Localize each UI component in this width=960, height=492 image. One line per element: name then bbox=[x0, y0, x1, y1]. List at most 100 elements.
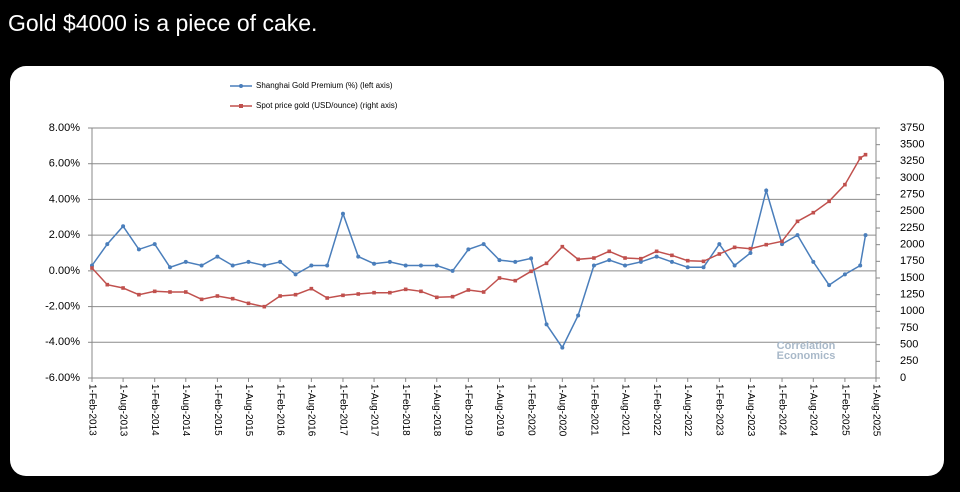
point bbox=[325, 263, 330, 268]
point bbox=[90, 266, 94, 270]
x-tick-label: 1-Aug-2025 bbox=[870, 384, 881, 437]
x-tick-label: 1-Feb-2014 bbox=[149, 384, 160, 436]
point bbox=[529, 256, 534, 261]
point bbox=[748, 246, 753, 251]
y2-tick-label: 0 bbox=[900, 372, 906, 384]
point bbox=[167, 265, 172, 270]
point bbox=[340, 211, 345, 216]
point bbox=[732, 245, 737, 250]
point bbox=[121, 224, 126, 229]
x-tick-label: 1-Aug-2013 bbox=[117, 384, 128, 437]
point bbox=[858, 156, 862, 160]
x-tick-label: 1-Aug-2022 bbox=[682, 384, 693, 437]
point bbox=[732, 263, 737, 268]
y-tick-label: 4.00% bbox=[49, 193, 80, 205]
point bbox=[246, 259, 251, 264]
x-tick-label: 1-Aug-2017 bbox=[368, 384, 379, 437]
point bbox=[701, 259, 706, 264]
x-tick-label: 1-Aug-2024 bbox=[808, 384, 819, 437]
point bbox=[262, 304, 267, 309]
x-tick-label: 1-Feb-2015 bbox=[212, 384, 223, 436]
y2-tick-label: 750 bbox=[900, 322, 918, 334]
point bbox=[858, 263, 863, 268]
point bbox=[639, 256, 643, 261]
point bbox=[325, 296, 329, 300]
point bbox=[403, 287, 408, 292]
point bbox=[513, 259, 518, 264]
point bbox=[764, 242, 769, 247]
y2-tick-label: 250 bbox=[900, 355, 918, 367]
y2-tick-label: 3000 bbox=[900, 172, 924, 184]
point bbox=[481, 290, 486, 294]
watermark: Correlation bbox=[777, 340, 836, 352]
point bbox=[246, 301, 251, 306]
point bbox=[136, 247, 141, 252]
post-text: Gold $4000 is a piece of cake. bbox=[8, 10, 317, 36]
point bbox=[623, 256, 627, 260]
y2-tick-label: 3500 bbox=[900, 139, 924, 151]
point bbox=[293, 272, 298, 277]
point bbox=[450, 268, 455, 273]
point bbox=[466, 247, 471, 252]
point bbox=[638, 259, 643, 264]
point bbox=[183, 259, 188, 264]
point bbox=[278, 259, 283, 264]
point bbox=[105, 242, 110, 247]
point bbox=[544, 322, 549, 327]
point bbox=[434, 263, 439, 268]
point bbox=[544, 261, 549, 266]
y-tick-label: 8.00% bbox=[49, 122, 80, 134]
point bbox=[576, 313, 581, 318]
point bbox=[199, 263, 204, 268]
point bbox=[795, 219, 800, 224]
y2-tick-label: 500 bbox=[900, 339, 918, 351]
y2-tick-label: 1250 bbox=[900, 289, 924, 301]
point bbox=[152, 242, 157, 247]
point bbox=[795, 233, 800, 238]
x-tick-label: 1-Aug-2018 bbox=[431, 384, 442, 437]
x-tick-label: 1-Aug-2016 bbox=[306, 384, 317, 437]
point bbox=[152, 289, 157, 294]
point bbox=[215, 294, 220, 298]
point bbox=[215, 254, 220, 259]
point bbox=[293, 292, 298, 297]
point bbox=[388, 290, 392, 295]
point bbox=[372, 290, 376, 295]
x-tick-label: 1-Aug-2021 bbox=[619, 384, 630, 437]
x-tick-label: 1-Feb-2018 bbox=[400, 384, 411, 436]
x-tick-label: 1-Aug-2023 bbox=[745, 384, 756, 437]
y2-tick-label: 1750 bbox=[900, 255, 924, 267]
point bbox=[670, 253, 674, 258]
point bbox=[230, 263, 235, 268]
y-tick-label: 2.00% bbox=[49, 229, 80, 241]
point bbox=[529, 269, 533, 274]
point bbox=[607, 258, 612, 263]
y-tick-label: -4.00% bbox=[45, 336, 80, 348]
point bbox=[717, 242, 722, 247]
point bbox=[418, 263, 423, 268]
legend-label: Shanghai Gold Premium (%) (left axis) bbox=[256, 81, 393, 90]
x-tick-label: 1-Feb-2022 bbox=[651, 384, 662, 436]
point bbox=[199, 297, 204, 302]
point bbox=[780, 239, 784, 244]
point bbox=[842, 272, 847, 277]
point bbox=[309, 286, 314, 291]
x-tick-label: 1-Feb-2016 bbox=[274, 384, 285, 436]
point bbox=[450, 294, 455, 299]
point bbox=[685, 258, 690, 263]
x-tick-label: 1-Feb-2020 bbox=[525, 384, 536, 436]
point bbox=[230, 296, 235, 301]
point bbox=[356, 254, 361, 259]
point bbox=[309, 263, 314, 268]
legend-marker bbox=[239, 84, 243, 88]
point bbox=[513, 278, 518, 283]
point bbox=[717, 252, 722, 256]
point bbox=[843, 182, 847, 187]
point bbox=[497, 276, 502, 280]
legend-label: Spot price gold (USD/ounce) (right axis) bbox=[256, 101, 398, 110]
point bbox=[623, 263, 628, 268]
point bbox=[168, 290, 172, 294]
x-tick-label: 1-Feb-2019 bbox=[463, 384, 474, 436]
point bbox=[701, 265, 706, 270]
